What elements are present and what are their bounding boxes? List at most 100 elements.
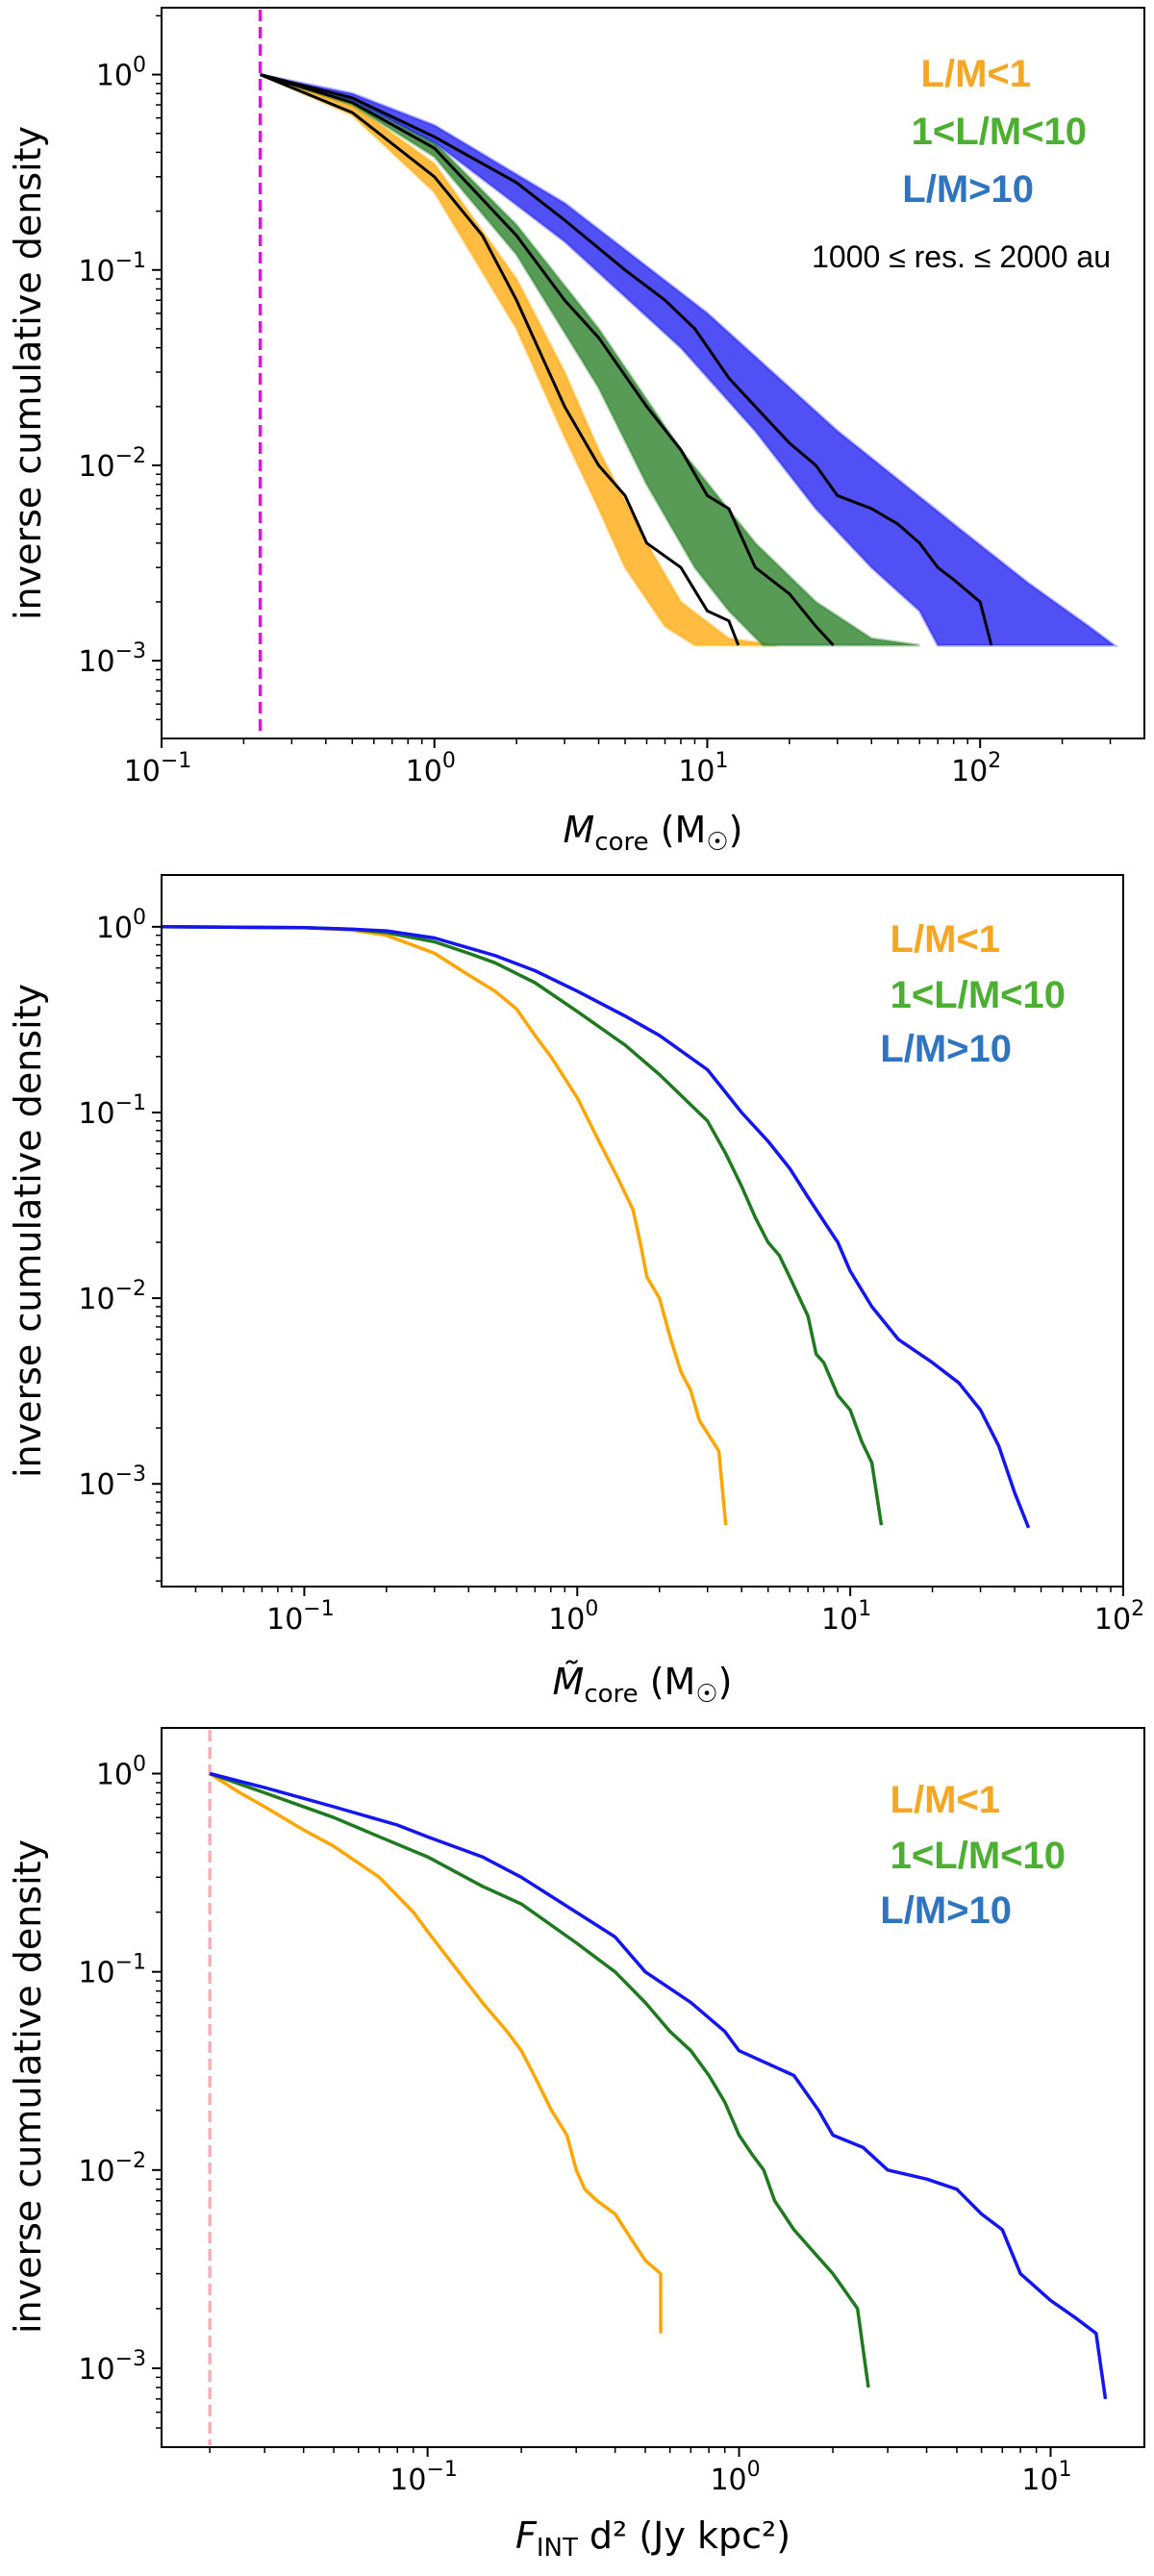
panel-1-medians	[260, 73, 993, 647]
panel-3-x-tick-label: 100	[710, 2458, 760, 2497]
panel-2-y-tick-label: 10−2	[78, 1277, 146, 1316]
panel-3-x-axis-label: FINT d² (Jy kpc²)	[515, 2514, 790, 2563]
panel-2-y-tick-label: 10−1	[78, 1091, 146, 1131]
panel-1-median-line-high	[260, 73, 993, 646]
panel-3-x-label-sub: INT	[537, 2534, 578, 2563]
panel-1-y-tick-label: 10−3	[78, 639, 146, 679]
panel-2-x-tick-label: 10−1	[266, 1597, 335, 1637]
tick-base: 10	[78, 1468, 114, 1502]
tick-base: 10	[78, 1097, 114, 1131]
tick-exponent: −2	[115, 444, 146, 468]
panel-2-x-tick-label: 102	[1094, 1597, 1144, 1637]
tick-exponent: 1	[1059, 2458, 1072, 2482]
panel-2-legend-high: L/M>10	[880, 1028, 1012, 1070]
panel-1-x-tick-label: 100	[406, 749, 456, 788]
tick-base: 10	[678, 755, 715, 788]
tick-exponent: 2	[988, 749, 1001, 773]
panel-3-series-line-low	[209, 1772, 663, 2334]
panel-3-lines	[209, 1771, 1108, 2400]
panel-3-frame	[161, 1727, 1145, 2448]
tick-exponent: 1	[858, 1597, 871, 1621]
tick-base: 10	[266, 1603, 303, 1637]
tick-base: 10	[406, 755, 442, 788]
panel-1-frame	[161, 7, 1145, 739]
panel-3-x-tick-label: 101	[1021, 2458, 1071, 2497]
panel-2-x-axis-label: M̃core (M☉)	[553, 1661, 733, 1709]
tick-base: 10	[78, 2155, 114, 2188]
tick-exponent: 0	[442, 749, 456, 773]
panel-1-resolution-annotation: 1000 ≤ res. ≤ 2000 au	[812, 239, 1111, 274]
panel-2-legend-low: L/M<1	[891, 918, 1000, 961]
tick-base: 10	[710, 2463, 746, 2497]
panel-1-x-label-unit: (M	[649, 809, 707, 851]
tick-base: 10	[821, 1603, 858, 1637]
tick-exponent: −1	[115, 249, 146, 273]
panel-2-y-tick-label: 100	[96, 906, 146, 945]
panel-1-x-axis-label: Mcore (M☉)	[564, 809, 743, 857]
panel-1-x-label-main: M	[564, 809, 595, 851]
panel-1-y-tick-label: 100	[96, 54, 146, 93]
tick-exponent: 0	[133, 1753, 146, 1777]
panel-1-median-line-low	[260, 73, 740, 646]
panel-3-legend-high: L/M>10	[880, 1889, 1012, 1932]
tick-exponent: 0	[133, 54, 146, 78]
panel-1-y-axis-label: inverse cumulative density	[7, 126, 49, 620]
panel-1-bands	[259, 73, 1119, 647]
panel-3-y-tick-label: 100	[96, 1753, 146, 1792]
tick-base: 10	[1094, 1603, 1131, 1637]
tick-exponent: 0	[585, 1597, 598, 1621]
panel-3-x-label-unit: d² (Jy kpc²)	[578, 2514, 790, 2557]
panel-2-frame	[161, 874, 1124, 1588]
panel-2-x-label-sub: core	[584, 1680, 638, 1709]
tick-base: 10	[96, 60, 133, 93]
panel-3-series-line-high	[209, 1771, 1108, 2400]
panel-1-x-tick-label: 102	[951, 749, 1001, 788]
tick-exponent: −2	[115, 1277, 146, 1301]
panel-2-x-tick-label: 101	[821, 1597, 871, 1637]
panel-2-x-label-unit: (M	[639, 1661, 696, 1703]
panel-1-band-high	[260, 73, 1119, 647]
panel-3-y-tick-label: 10−1	[78, 1951, 146, 1990]
panel-1-x-label-sun-symbol: ☉	[706, 828, 728, 857]
panel-2-x-label-main: M̃	[553, 1661, 585, 1703]
tick-base: 10	[96, 912, 133, 945]
panel-2-x-label-sun-symbol: ☉	[695, 1680, 717, 1709]
panel-2-series-line-low	[161, 925, 728, 1526]
tick-exponent: 1	[715, 749, 729, 773]
tick-exponent: −1	[426, 2458, 457, 2482]
tick-exponent: −3	[115, 639, 146, 663]
panel-2-x-tick-label: 100	[548, 1597, 598, 1637]
tick-base: 10	[548, 1603, 585, 1637]
panel-1-y-tick-label: 10−1	[78, 249, 146, 288]
panel-1-legend-mid: 1<L/M<10	[912, 111, 1087, 153]
tick-exponent: 2	[1131, 1597, 1144, 1621]
tick-exponent: −1	[115, 1091, 146, 1115]
panel-1-legend-low: L/M<1	[921, 53, 1031, 95]
tick-exponent: −3	[115, 2347, 146, 2371]
tick-base: 10	[96, 1759, 133, 1792]
panel-3-x-label-main: F	[515, 2514, 538, 2557]
panel-2-series-line-high	[161, 925, 1031, 1529]
tick-base: 10	[389, 2463, 426, 2497]
panel-2-series-line-mid	[161, 925, 884, 1526]
panel-3-legend-mid: 1<L/M<10	[891, 1835, 1066, 1877]
tick-base: 10	[78, 1283, 114, 1316]
tick-base: 10	[124, 755, 161, 788]
tick-base: 10	[78, 2353, 114, 2387]
panel-1-x-tick-label: 10−1	[124, 749, 192, 788]
tick-exponent: −3	[115, 1463, 146, 1487]
panel-2-y-tick-label: 10−3	[78, 1463, 146, 1502]
tick-exponent: −1	[115, 1951, 146, 1975]
panel-1-median-line-mid	[260, 73, 835, 647]
tick-exponent: −2	[115, 2149, 146, 2173]
tick-base: 10	[951, 755, 988, 788]
tick-base: 10	[78, 450, 114, 484]
panel-3-y-tick-label: 10−2	[78, 2149, 146, 2188]
tick-exponent: 0	[747, 2458, 761, 2482]
panel-3-y-tick-label: 10−3	[78, 2347, 146, 2387]
